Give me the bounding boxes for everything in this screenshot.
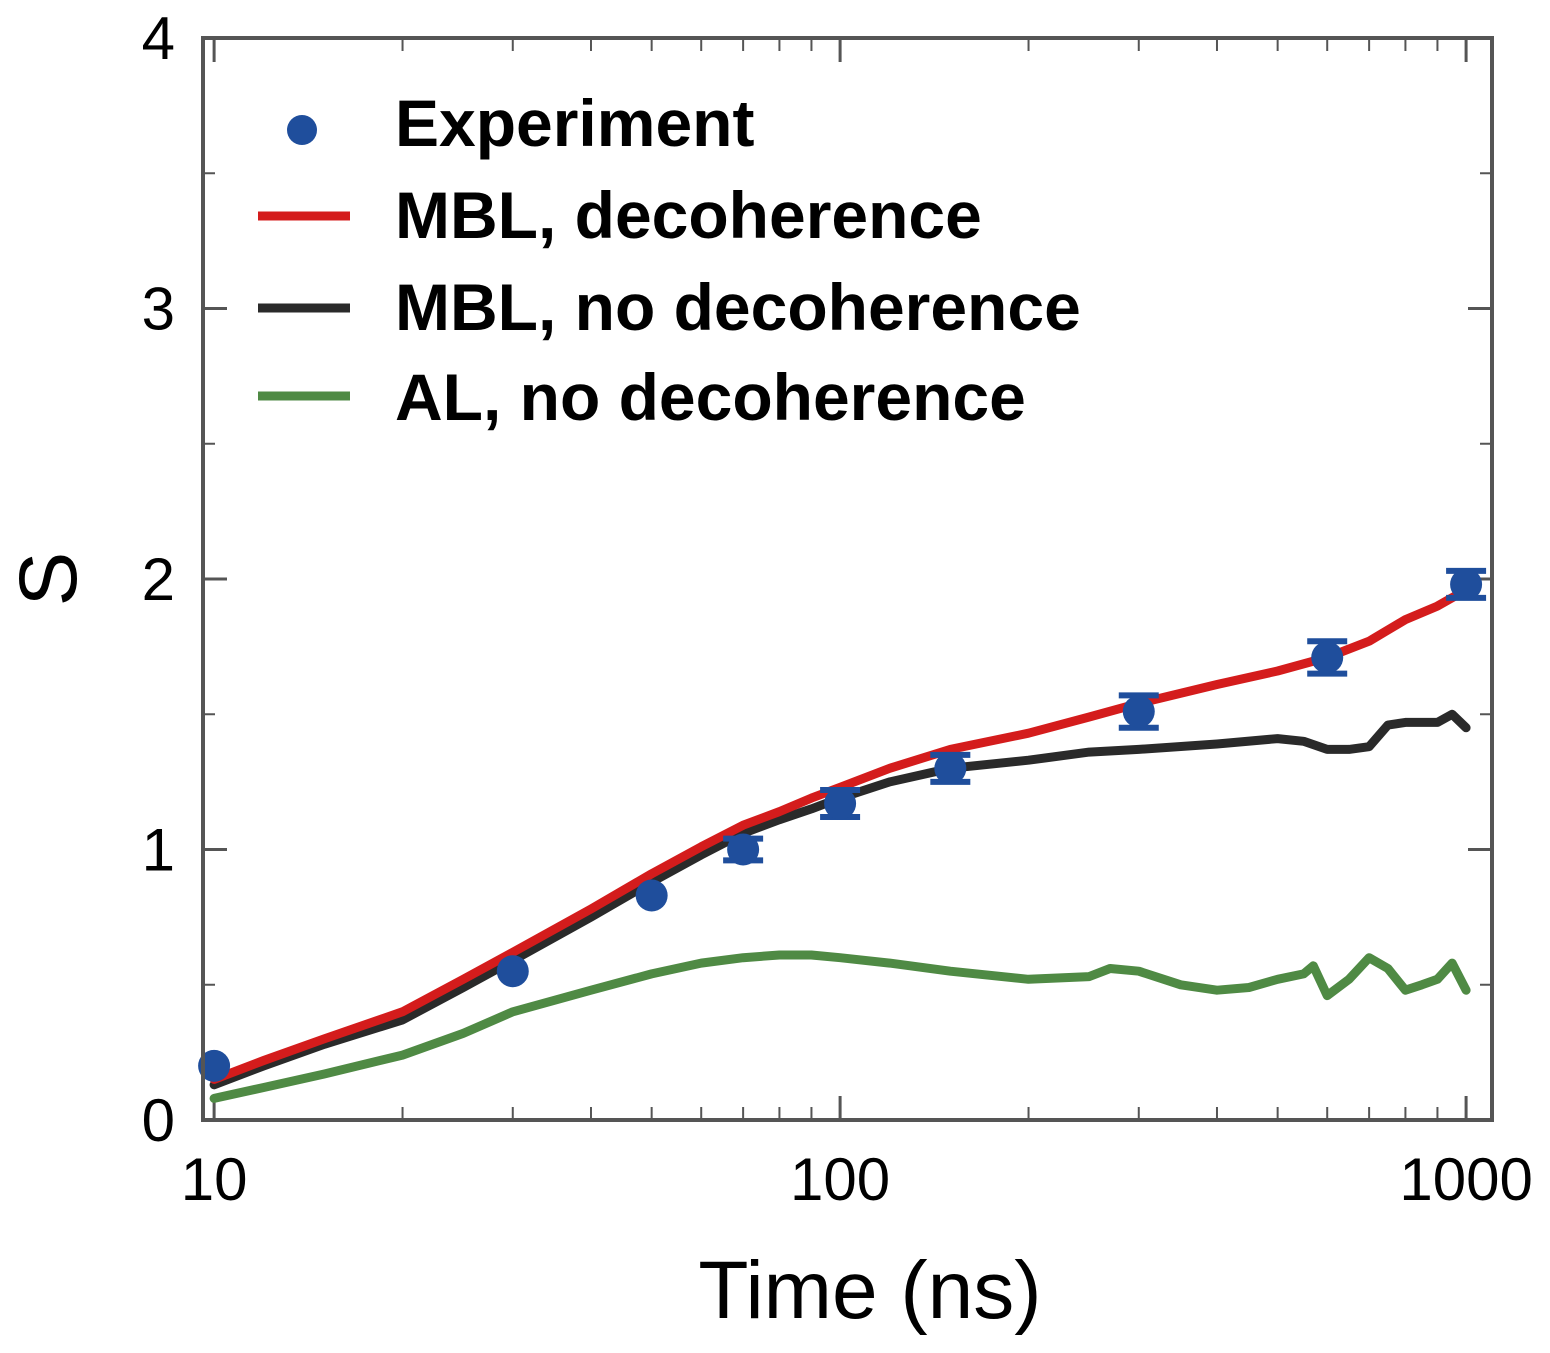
legend: Experiment MBL, decoherence MBL, no deco…: [258, 86, 1081, 434]
tick-labels: 0 1 2 3 4 10 100 1000: [142, 5, 1533, 1213]
experiment-point: [824, 787, 857, 820]
legend-label-mbl-decoherence: MBL, decoherence: [395, 178, 982, 252]
experiment-point: [1311, 641, 1344, 674]
experiment-point: [1122, 695, 1155, 728]
y-tick-label: 4: [142, 5, 175, 72]
y-tick-label: 2: [142, 546, 175, 613]
legend-swatch-experiment: [287, 115, 317, 145]
x-axis-label: Time (ns): [698, 1245, 1041, 1336]
experiment-point: [1450, 568, 1483, 601]
legend-label-al-no-decoherence: AL, no decoherence: [395, 360, 1026, 434]
x-tick-label: 10: [181, 1146, 248, 1213]
legend-label-experiment: Experiment: [395, 86, 754, 160]
experiment-point: [635, 879, 668, 912]
plot-frame: [201, 36, 1494, 1122]
experiment-point: [198, 1049, 231, 1082]
y-axis-label: S: [3, 552, 94, 607]
experiment-points: [198, 567, 1487, 1082]
legend-label-mbl-no-decoherence: MBL, no decoherence: [395, 270, 1081, 344]
x-tick-label: 100: [790, 1146, 890, 1213]
experiment-point: [727, 833, 760, 866]
x-tick-label: 1000: [1399, 1146, 1532, 1213]
y-tick-label: 0: [142, 1087, 175, 1154]
experiment-point: [934, 752, 967, 785]
experiment-point: [496, 955, 529, 988]
series-line-al-no-decoherence: [209, 950, 1471, 1103]
y-tick-label: 3: [142, 276, 175, 343]
y-tick-label: 1: [142, 817, 175, 884]
